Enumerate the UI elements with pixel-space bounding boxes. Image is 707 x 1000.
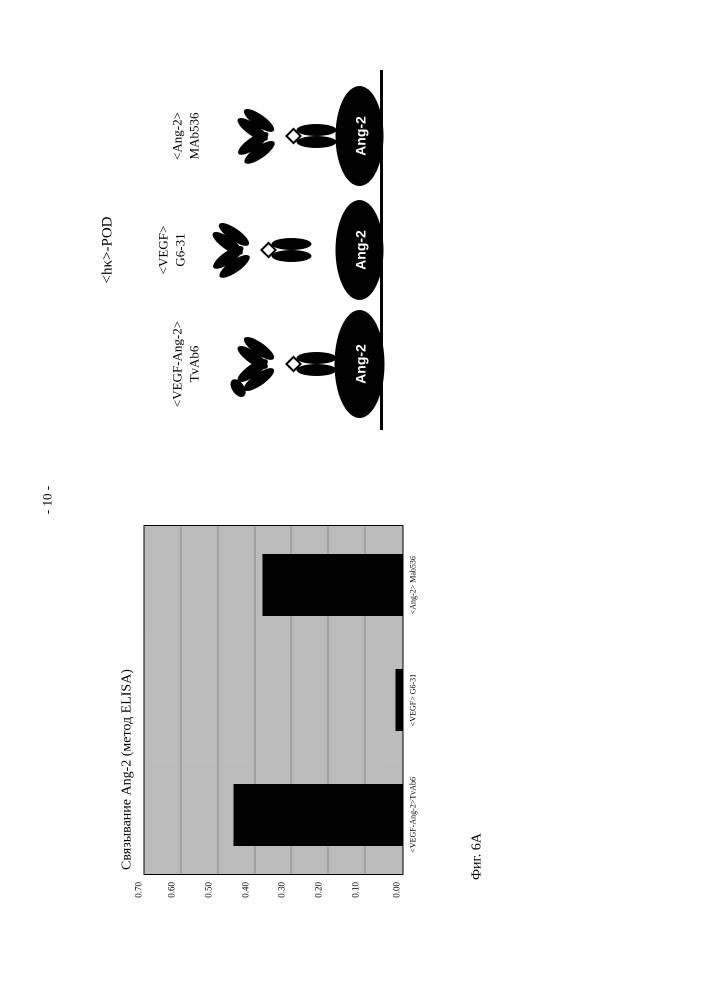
antibody-label-1: <VEGF-Ang-2>TvAb6 xyxy=(170,306,208,422)
antigen-3: Ang-2 xyxy=(336,86,384,186)
gridline xyxy=(217,526,218,874)
gridline xyxy=(180,526,181,874)
ab1-line1: <VEGF-Ang-2> xyxy=(170,321,185,407)
svg-text:Ang-2: Ang-2 xyxy=(353,116,369,156)
figure-caption: Фиг. 6А xyxy=(470,833,486,880)
bar-tvab6 xyxy=(233,784,403,847)
x-label: <VEGF> G6-31 xyxy=(409,641,418,759)
ab3-line1: <Ang-2> xyxy=(170,112,185,160)
y-tick-label: 0.00 xyxy=(392,882,402,898)
y-tick-label: 0.40 xyxy=(240,882,250,898)
y-tick-label: 0.50 xyxy=(203,882,213,898)
antibody-tvab6-icon xyxy=(226,333,336,400)
antibody-g631-icon xyxy=(209,219,311,281)
ab3-line2: MAb536 xyxy=(186,113,201,160)
ab1-line2: TvAb6 xyxy=(186,346,201,383)
y-tick-label: 0.30 xyxy=(277,882,287,898)
chart-title: Связывание Ang-2 (метод ELISA) xyxy=(120,520,136,920)
page-rotated: - 10 - Связывание Ang-2 (метод ELISA) 0.… xyxy=(0,0,707,1000)
antibody-label-3: <Ang-2>MAb536 xyxy=(170,88,208,184)
x-label: <Ang-2> Mab536 xyxy=(409,526,418,644)
antigen-1: Ang-2 xyxy=(335,310,385,418)
page-number: - 10 - xyxy=(40,486,56,514)
y-tick-label: 0.10 xyxy=(351,882,361,898)
x-label: <VEGF-Ang-2>TvAb6 xyxy=(409,756,418,874)
y-tick-label: 0.60 xyxy=(166,882,176,898)
chart-plot: 0.00 0.10 0.20 0.30 0.40 0.50 0.60 0.70 … xyxy=(144,525,404,875)
ab2-line1: <VEGF> xyxy=(156,226,171,275)
y-tick-label: 0.70 xyxy=(134,882,144,898)
bar-g631 xyxy=(395,669,402,732)
svg-text:Ang-2: Ang-2 xyxy=(353,344,369,384)
ab2-line2: G6-31 xyxy=(172,233,187,266)
binding-schematic: <hκ>-POD Ang-2 Ang-2 Ang-2 xyxy=(100,60,420,440)
diagram-svg: Ang-2 Ang-2 Ang-2 xyxy=(100,60,420,440)
antibody-label-2: <VEGF>G6-31 xyxy=(156,202,194,298)
ang2-elisa-chart: Связывание Ang-2 (метод ELISA) 0.00 0.10… xyxy=(120,520,404,920)
y-tick-label: 0.20 xyxy=(314,882,324,898)
bar-mab536 xyxy=(262,554,402,617)
svg-text:Ang-2: Ang-2 xyxy=(353,230,369,270)
antibody-mab536-icon xyxy=(234,105,336,167)
antigen-2: Ang-2 xyxy=(336,200,384,300)
